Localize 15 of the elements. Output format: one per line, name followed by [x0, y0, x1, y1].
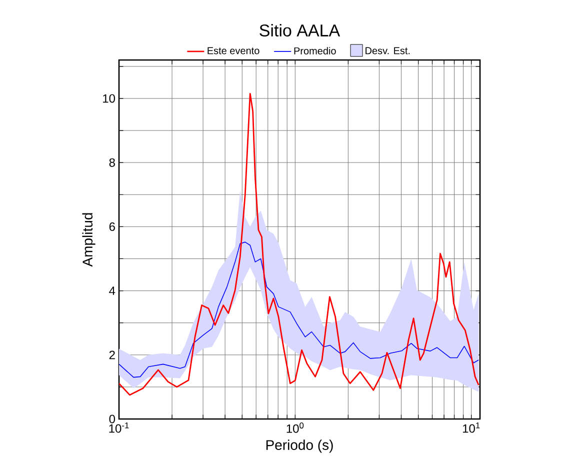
x-tick-label: 10$^{0}$ [286, 422, 304, 433]
x-axis-title: Periodo (s) [266, 440, 333, 453]
y-axis-title: Amplitud [82, 213, 96, 267]
y-tick-label: 0 [109, 414, 116, 424]
y-tick-label: 2 [109, 350, 115, 360]
y-tick-label: 4 [109, 286, 116, 295]
legend-label: Promedio [294, 47, 336, 54]
chart-title: Sitio AALA [260, 24, 340, 37]
x-tick-label: 10$^{1}$ [462, 422, 480, 433]
x-tick-label: 10$^{-1}$ [109, 422, 129, 433]
text: Desv. Est. [366, 47, 410, 54]
legend-label: Este evento [208, 47, 260, 54]
y-tick-label: 10 [103, 94, 116, 103]
y-tick-label: 6 [109, 222, 115, 231]
y-tick-label: 8 [109, 158, 115, 167]
